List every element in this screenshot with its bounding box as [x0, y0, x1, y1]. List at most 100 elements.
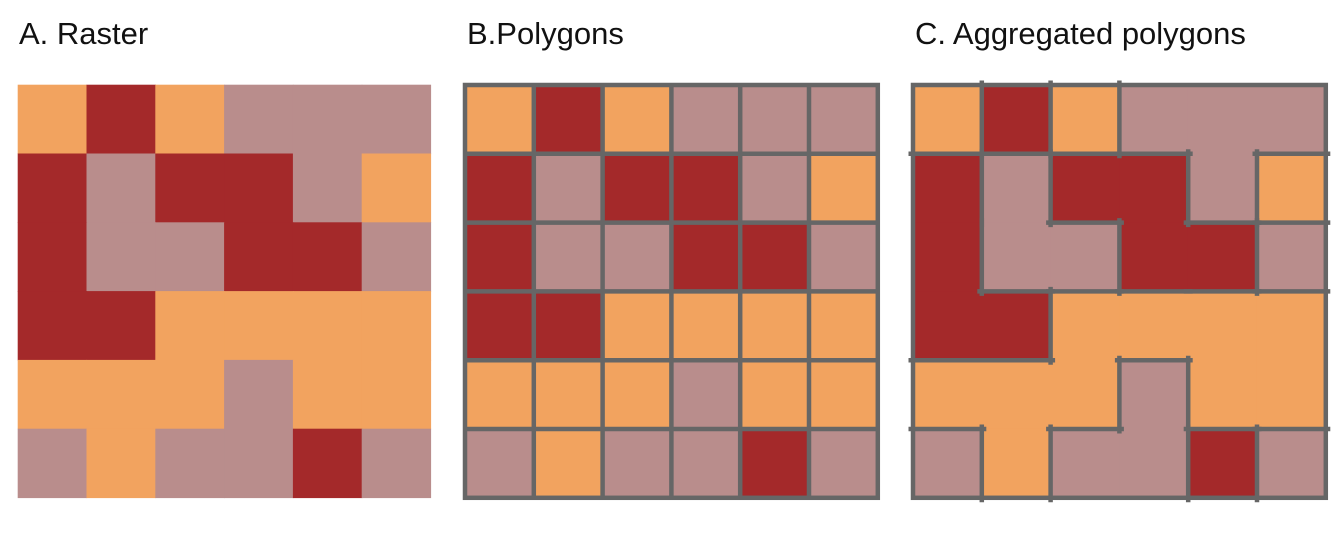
polygon-cell-dark-red-r3c4	[671, 222, 741, 292]
aggregated-outer-border	[910, 82, 1329, 501]
aggregated-cell-orange-r2c6	[1256, 153, 1327, 223]
aggregated-cell-mauve-r6c4	[1119, 428, 1189, 499]
polygon-cell-mauve-r1c6	[808, 84, 879, 155]
raster-cell-dark-red-r2c3	[155, 153, 225, 223]
polygon-cell-dark-red-r2c3	[602, 153, 672, 223]
polygon-cell-orange-r6c2	[533, 428, 603, 499]
raster-cell-mauve-r6c6	[361, 428, 432, 499]
panel-c-title: C. Aggregated polygons	[915, 16, 1246, 51]
panel-b-title: B.Polygons	[467, 16, 624, 51]
polygon-cell-orange-r4c4	[671, 291, 741, 361]
polygon-cell-mauve-r3c6	[808, 222, 879, 292]
polygon-cell-mauve-r2c5	[739, 153, 810, 223]
polygon-cell-mauve-r6c4	[671, 428, 741, 499]
polygon-cell-mauve-r6c1	[464, 428, 535, 499]
aggregated-cell-mauve-r6c3	[1050, 428, 1120, 499]
raster-cell-mauve-r6c1	[17, 428, 88, 499]
aggregated-cell-mauve-r1c6	[1256, 84, 1327, 155]
aggregated-cell-mauve-r6c6	[1256, 428, 1327, 499]
raster-cell-dark-red-r6c5	[292, 428, 363, 499]
polygon-cell-orange-r4c3	[602, 291, 672, 361]
raster-cell-mauve-r6c4	[224, 428, 294, 499]
raster-cell-mauve-r1c4	[224, 84, 294, 155]
raster-cell-orange-r5c5	[292, 359, 363, 430]
aggregated-polygons-panel	[908, 80, 1331, 503]
polygon-cell-dark-red-r2c4	[671, 153, 741, 223]
raster-cell-dark-red-r2c4	[224, 153, 294, 223]
aggregated-cell-mauve-r3c6	[1256, 222, 1327, 292]
aggregated-cell-dark-red-r1c2	[981, 84, 1051, 155]
aggregated-cell-orange-r5c5	[1187, 359, 1258, 430]
raster-cell-orange-r5c6	[361, 359, 432, 430]
polygon-cell-mauve-r6c3	[602, 428, 672, 499]
aggregated-cell-dark-red-r2c4	[1119, 153, 1189, 223]
aggregated-cell-mauve-r2c5	[1187, 153, 1258, 223]
aggregated-cell-orange-r4c4	[1119, 291, 1189, 361]
aggregated-cell-dark-red-r3c4	[1119, 222, 1189, 292]
polygons-panel	[462, 82, 881, 501]
raster-cell-dark-red-r3c4	[224, 222, 294, 292]
polygon-cell-dark-red-r1c2	[533, 84, 603, 155]
aggregated-cell-mauve-r1c5	[1187, 84, 1258, 155]
polygon-cell-dark-red-r3c1	[464, 222, 535, 292]
polygon-cell-mauve-r1c5	[739, 84, 810, 155]
raster-cell-dark-red-r4c1	[17, 291, 88, 361]
polygon-cell-orange-r5c1	[464, 359, 535, 430]
raster-cell-mauve-r2c2	[86, 153, 156, 223]
aggregated-cell-mauve-r6c1	[912, 428, 983, 499]
raster-cell-orange-r4c3	[155, 291, 225, 361]
aggregated-cell-mauve-r2c2	[981, 153, 1051, 223]
polygon-cell-mauve-r1c4	[671, 84, 741, 155]
polygon-cell-orange-r5c5	[739, 359, 810, 430]
aggregated-borders	[908, 80, 1331, 503]
aggregated-cell-dark-red-r2c1	[912, 153, 983, 223]
raster-cell-mauve-r3c3	[155, 222, 225, 292]
raster-cell-mauve-r6c3	[155, 428, 225, 499]
raster-cell-dark-red-r3c5	[292, 222, 363, 292]
raster-panel	[17, 84, 432, 499]
polygon-cell-orange-r5c6	[808, 359, 879, 430]
aggregated-cell-dark-red-r3c1	[912, 222, 983, 292]
raster-cell-dark-red-r1c2	[86, 84, 156, 155]
panel-a-title: A. Raster	[19, 16, 149, 51]
aggregated-cell-dark-red-r3c5	[1187, 222, 1258, 292]
aggregated-cell-dark-red-r4c1	[912, 291, 983, 361]
polygon-cell-dark-red-r3c5	[739, 222, 810, 292]
raster-cell-orange-r5c3	[155, 359, 225, 430]
raster-cell-orange-r4c6	[361, 291, 432, 361]
aggregated-cell-dark-red-r6c5	[1187, 428, 1258, 499]
raster-cell-mauve-r2c5	[292, 153, 363, 223]
polygon-cell-dark-red-r2c1	[464, 153, 535, 223]
aggregated-cell-orange-r6c2	[981, 428, 1051, 499]
polygon-cell-orange-r1c3	[602, 84, 672, 155]
aggregated-cell-orange-r1c3	[1050, 84, 1120, 155]
raster-cell-orange-r1c3	[155, 84, 225, 155]
raster-cell-orange-r5c1	[17, 359, 88, 430]
polygon-cell-mauve-r3c3	[602, 222, 672, 292]
aggregated-cell-orange-r5c6	[1256, 359, 1327, 430]
raster-cell-dark-red-r3c1	[17, 222, 88, 292]
aggregated-cell-mauve-r3c2	[981, 222, 1051, 292]
aggregated-cell-orange-r4c3	[1050, 291, 1120, 361]
polygon-cell-mauve-r3c2	[533, 222, 603, 292]
aggregated-cell-orange-r5c1	[912, 359, 983, 430]
aggregated-cell-orange-r5c3	[1050, 359, 1120, 430]
polygon-cell-dark-red-r6c5	[739, 428, 810, 499]
raster-cell-dark-red-r2c1	[17, 153, 88, 223]
raster-cell-mauve-r3c2	[86, 222, 156, 292]
polygon-cell-mauve-r5c4	[671, 359, 741, 430]
aggregated-cell-dark-red-r2c3	[1050, 153, 1120, 223]
aggregated-cell-orange-r4c6	[1256, 291, 1327, 361]
polygon-cell-dark-red-r4c1	[464, 291, 535, 361]
polygon-cell-orange-r4c6	[808, 291, 879, 361]
aggregated-cell-dark-red-r4c2	[981, 291, 1051, 361]
polygon-cell-orange-r4c5	[739, 291, 810, 361]
polygon-cell-orange-r5c3	[602, 359, 672, 430]
raster-cell-orange-r4c5	[292, 291, 363, 361]
aggregated-cell-mauve-r5c4	[1119, 359, 1189, 430]
raster-cell-mauve-r1c6	[361, 84, 432, 155]
aggregated-cell-mauve-r1c4	[1119, 84, 1189, 155]
polygon-cell-orange-r1c1	[464, 84, 535, 155]
raster-cell-dark-red-r4c2	[86, 291, 156, 361]
